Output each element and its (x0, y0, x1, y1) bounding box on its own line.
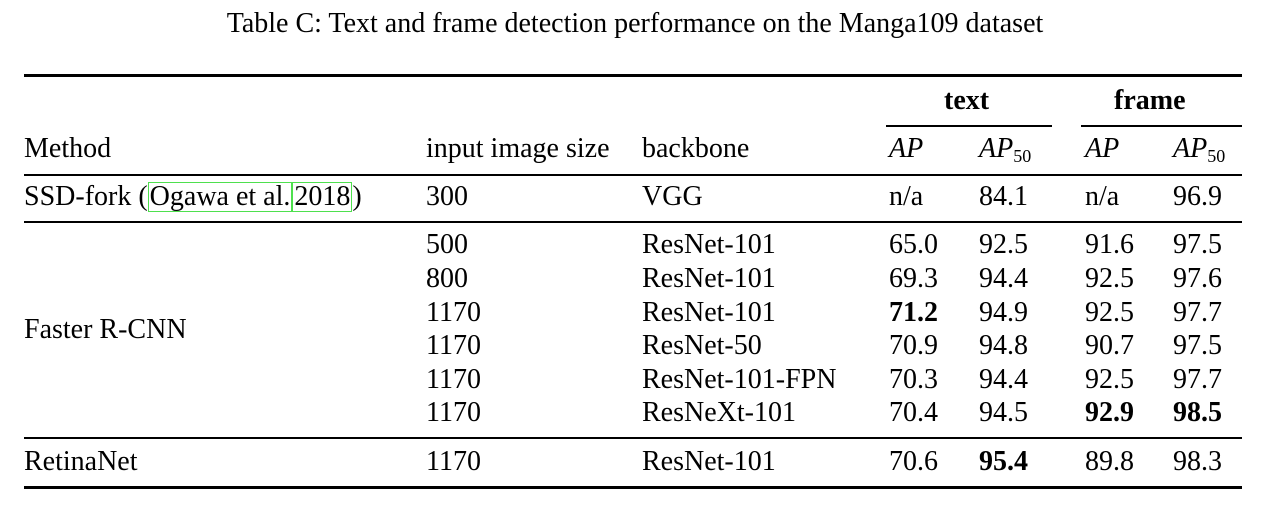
frame-group-rule (1081, 125, 1242, 127)
table-cell-size: 1170 (426, 297, 481, 328)
table-cell-backbone: ResNet-101 (642, 297, 776, 328)
ssd-frame-ap: n/a (1085, 181, 1120, 212)
ssd-text-ap: n/a (889, 181, 924, 212)
ap50-subscript: 50 (1207, 146, 1226, 166)
text-group-rule (886, 125, 1052, 127)
top-rule (24, 74, 1242, 77)
table-cell-text-ap: 70.9 (889, 330, 938, 361)
header-text-ap: AP (889, 133, 924, 164)
ssd-method-close: ) (352, 181, 362, 212)
ssd-method-label: SSD-fork ( (24, 181, 148, 212)
table-cell-backbone: ResNeXt-101 (642, 397, 796, 428)
citation-year-link[interactable]: 2018 (292, 181, 353, 212)
table-cell-backbone: ResNet-101 (642, 229, 776, 260)
table-cell-text-ap50: 94.8 (979, 330, 1028, 361)
retina-text-ap50-best: 95.4 (979, 446, 1028, 477)
table-cell-text-ap50: 94.9 (979, 297, 1028, 328)
bottom-rule (24, 486, 1242, 489)
citation-author-link[interactable]: Ogawa et al. (147, 181, 293, 212)
table-cell-size: 800 (426, 263, 468, 294)
group-header-frame: frame (1114, 85, 1186, 116)
table-cell-text-ap50: 94.4 (979, 364, 1028, 395)
table-cell-text-ap50: 92.5 (979, 229, 1028, 260)
table-cell-text-ap: 70.4 (889, 397, 938, 428)
retina-text-ap: 70.6 (889, 446, 938, 477)
retina-size: 1170 (426, 446, 481, 477)
header-backbone: backbone (642, 133, 750, 164)
ap50-subscript: 50 (1013, 146, 1032, 166)
table-cell-frame-ap: 92.5 (1085, 263, 1134, 294)
table-cell-frame-ap: 91.6 (1085, 229, 1134, 260)
table-cell-size: 1170 (426, 330, 481, 361)
table-cell-text-ap-best: 71.2 (889, 297, 938, 328)
table-cell-frame-ap: 92.5 (1085, 297, 1134, 328)
header-rule (24, 174, 1242, 176)
ssd-size: 300 (426, 181, 468, 212)
ap50-label: AP (979, 133, 1014, 164)
retina-method: RetinaNet (24, 446, 138, 477)
table-cell-text-ap50: 94.4 (979, 263, 1028, 294)
table-cell-frame-ap-best: 92.9 (1085, 397, 1134, 428)
table-cell-backbone: ResNet-50 (642, 330, 762, 361)
table-cell-text-ap: 69.3 (889, 263, 938, 294)
frcnn-rule (24, 437, 1242, 439)
table-cell-text-ap50: 94.5 (979, 397, 1028, 428)
table-cell-frame-ap50: 97.5 (1173, 330, 1222, 361)
table-cell-backbone: ResNet-101 (642, 263, 776, 294)
table-cell-size: 1170 (426, 364, 481, 395)
ssd-backbone: VGG (642, 181, 703, 212)
frcnn-method: Faster R-CNN (24, 314, 187, 345)
table-cell-frame-ap50: 97.5 (1173, 229, 1222, 260)
header-input-size: input image size (426, 133, 610, 164)
ap50-label: AP (1173, 133, 1208, 164)
table-cell-frame-ap50: 97.7 (1173, 364, 1222, 395)
header-text-ap50: AP50 (979, 132, 1031, 166)
retina-frame-ap: 89.8 (1085, 446, 1134, 477)
table-cell-frame-ap: 92.5 (1085, 364, 1134, 395)
table-cell-backbone: ResNet-101-FPN (642, 364, 837, 395)
retina-backbone: ResNet-101 (642, 446, 776, 477)
table-cell-frame-ap50: 97.7 (1173, 297, 1222, 328)
header-frame-ap: AP (1085, 133, 1120, 164)
group-header-text: text (944, 85, 990, 116)
ssd-frame-ap50: 96.9 (1173, 181, 1222, 212)
table-cell-frame-ap50-best: 98.5 (1173, 397, 1222, 428)
ssd-rule (24, 221, 1242, 223)
table-cell-frame-ap: 90.7 (1085, 330, 1134, 361)
table-cell-text-ap: 65.0 (889, 229, 938, 260)
table-cell-size: 500 (426, 229, 468, 260)
table-cell-size: 1170 (426, 397, 481, 428)
header-method: Method (24, 133, 112, 164)
table-cell-text-ap: 70.3 (889, 364, 938, 395)
retina-frame-ap50: 98.3 (1173, 446, 1222, 477)
ssd-method: SSD-fork (Ogawa et al. 2018) (24, 180, 362, 214)
header-frame-ap50: AP50 (1173, 132, 1225, 166)
table-caption: Table C: Text and frame detection perfor… (226, 8, 1044, 39)
table-cell-frame-ap50: 97.6 (1173, 263, 1222, 294)
ssd-text-ap50: 84.1 (979, 181, 1028, 212)
